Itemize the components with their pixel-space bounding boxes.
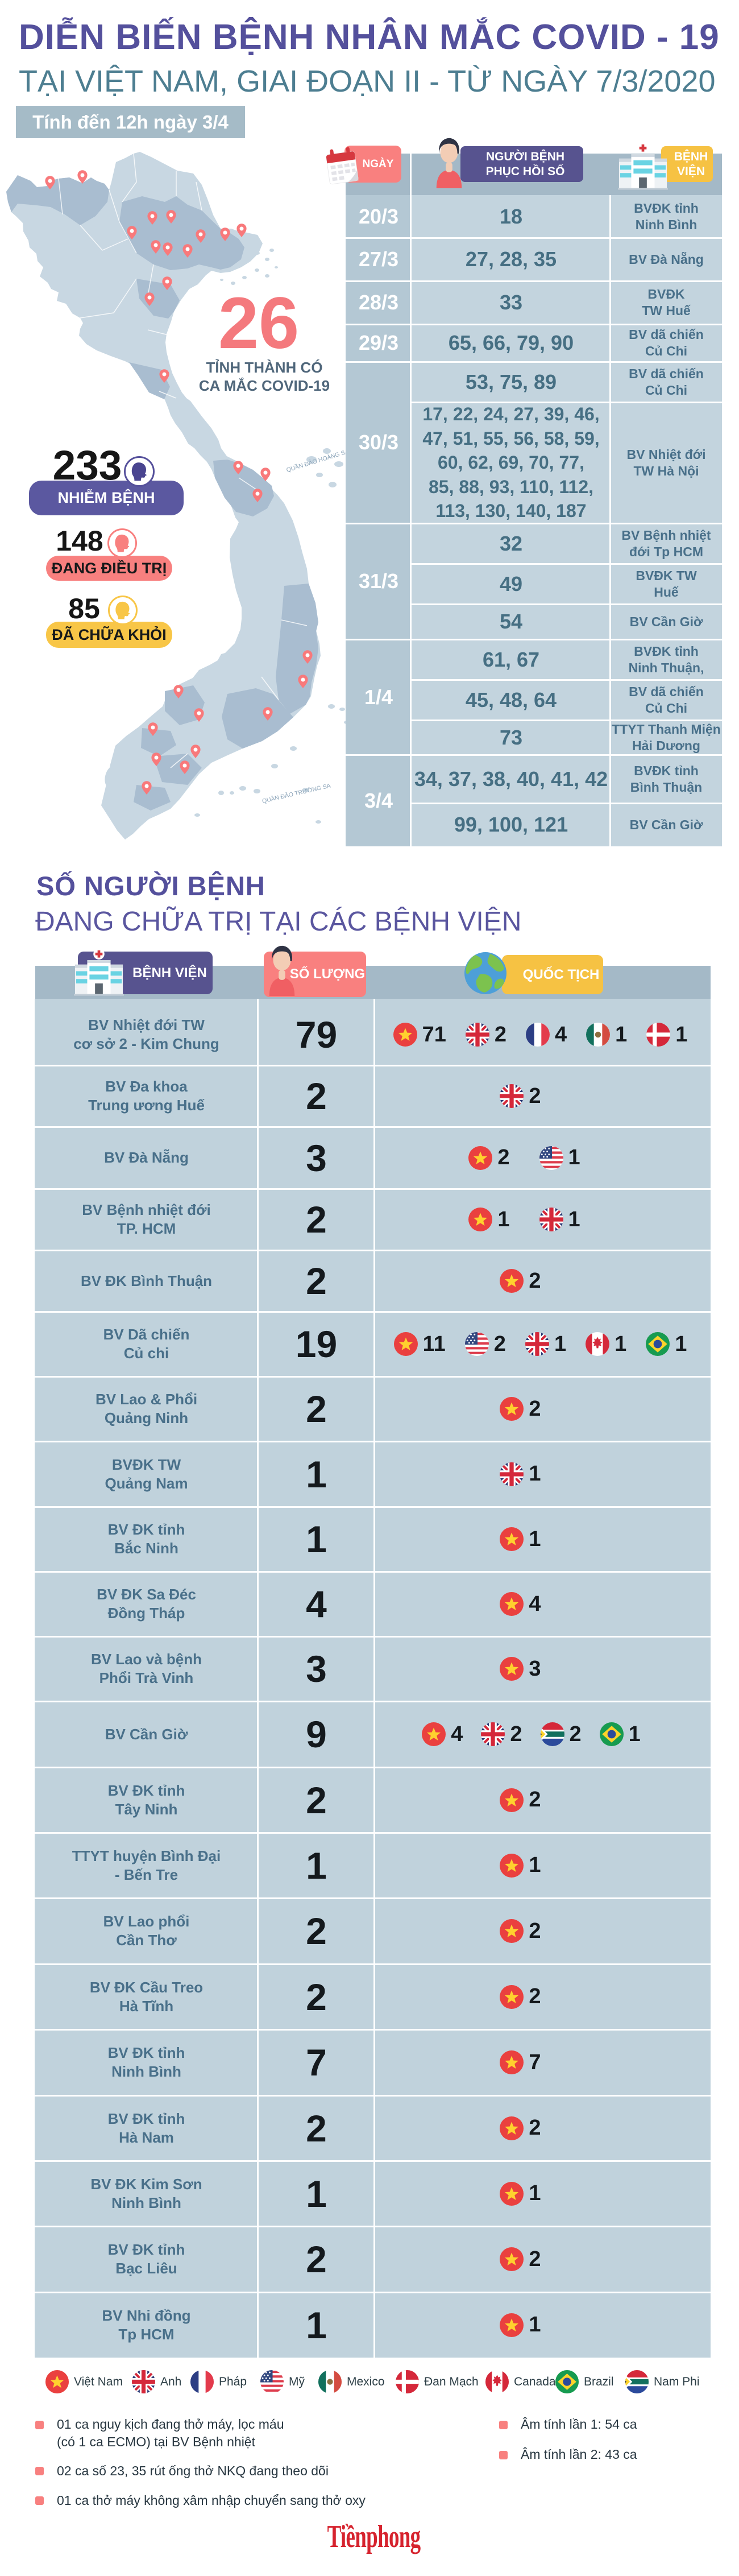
svg-text:QUẦN ĐẢO HOÀNG SA: QUẦN ĐẢO HOÀNG SA (285, 448, 350, 474)
svg-text:QUẦN ĐẢO TRƯỜNG SA: QUẦN ĐẢO TRƯỜNG SA (261, 782, 331, 805)
